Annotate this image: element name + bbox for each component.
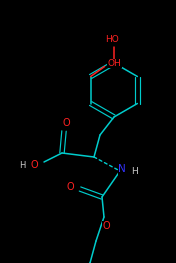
Text: O: O xyxy=(102,221,110,231)
Text: H: H xyxy=(19,160,25,169)
Text: H: H xyxy=(131,168,137,176)
Text: HO: HO xyxy=(105,34,119,43)
Text: O: O xyxy=(62,118,70,128)
Text: O: O xyxy=(30,160,38,170)
Text: OH: OH xyxy=(108,59,121,68)
Text: N: N xyxy=(118,164,126,174)
Text: O: O xyxy=(66,182,74,192)
